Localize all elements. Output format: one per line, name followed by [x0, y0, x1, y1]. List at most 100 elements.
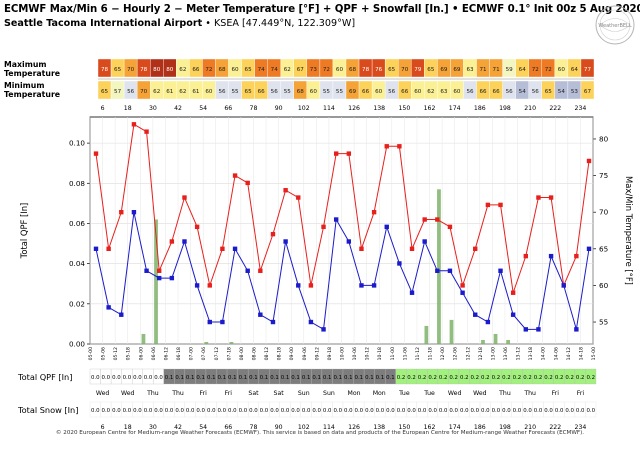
min-temp-point [561, 283, 566, 288]
top-hour-tick: 198 [499, 105, 511, 112]
max-temp-value: 60 [231, 67, 239, 73]
snow-total-value: 0.0 [239, 408, 248, 414]
bottom-hour-tick: 90 [275, 424, 283, 431]
min-temp-point [422, 239, 427, 244]
min-temp-point [232, 246, 238, 252]
max-temp-value: 59 [506, 67, 514, 73]
max-temp-value: 78 [140, 67, 148, 73]
min-temp-value: 66 [493, 89, 501, 95]
x-time-label: 15-00 [591, 347, 597, 360]
snow-total-value: 0.0 [323, 408, 332, 414]
x-time-label: 08-18 [277, 347, 283, 360]
x-time-label: 10-06 [352, 347, 358, 360]
qpf-total-value: 0.1 [312, 375, 321, 381]
day-label: Mon [348, 390, 361, 397]
min-temp-value: 60 [414, 89, 422, 95]
max-temp-point [435, 217, 440, 222]
max-temp-point [359, 246, 364, 252]
left-axis-label: 0.02 [69, 299, 85, 308]
max-temp-value: 65 [245, 67, 253, 73]
left-axis-label: 0.10 [69, 139, 85, 148]
qpf-total-value: 0.1 [355, 375, 364, 381]
qpf-total-value: 0.1 [333, 375, 342, 381]
snow-total-value: 0.0 [576, 408, 585, 414]
qpf-total-value: 0.1 [186, 375, 195, 381]
x-time-label: 07-06 [201, 347, 207, 360]
qpf-total-value: 0.2 [470, 375, 479, 381]
min-temp-value: 55 [231, 89, 239, 95]
right-axis-label: 75 [599, 171, 608, 180]
x-time-label: 05-12 [113, 347, 119, 360]
max-temp-point [283, 188, 288, 193]
min-temp-value: 65 [101, 89, 109, 95]
snow-total-value: 0.0 [386, 408, 395, 414]
right-axis-label: 70 [599, 208, 609, 217]
min-temp-point [321, 327, 326, 332]
snow-total-value: 0.0 [544, 408, 553, 414]
min-temp-value: 56 [218, 89, 226, 95]
x-time-label: 11-00 [390, 347, 396, 360]
snow-total-value: 0.0 [133, 408, 142, 414]
max-temp-point [144, 129, 149, 134]
qpf-total-value: 0.1 [207, 375, 216, 381]
max-temp-point [106, 246, 111, 252]
snow-total-value: 0.0 [312, 408, 321, 414]
qpf-bar [493, 333, 498, 344]
x-time-label: 13-12 [516, 347, 522, 360]
snow-total-value: 0.0 [186, 408, 195, 414]
bottom-hour-tick: 78 [250, 424, 258, 431]
x-time-label: 08-00 [239, 347, 245, 360]
bottom-hour-tick: 126 [348, 424, 360, 431]
x-time-label: 12-12 [465, 347, 471, 360]
max-temp-value: 80 [153, 67, 161, 73]
min-temp-point [207, 319, 212, 325]
day-label: Sat [248, 390, 259, 397]
x-time-label: 10-18 [377, 347, 383, 360]
min-temp-point [397, 261, 402, 266]
x-time-label: 12-18 [478, 347, 484, 360]
max-temp-point [574, 253, 579, 259]
x-time-label: 06-12 [163, 347, 169, 360]
max-temp-value: 74 [271, 67, 279, 73]
min-temp-value: 65 [545, 89, 553, 95]
bottom-hour-tick: 198 [499, 424, 511, 431]
qpf-total-value: 0.2 [439, 375, 448, 381]
top-hour-tick: 90 [275, 105, 283, 112]
snow-total-value: 0.0 [228, 408, 237, 414]
qpf-total-value: 0.1 [376, 375, 385, 381]
min-temp-value: 54 [519, 89, 527, 95]
max-temp-point [157, 268, 162, 273]
x-time-label: 14-00 [541, 347, 547, 360]
min-temp-value: 55 [284, 89, 292, 95]
max-temp-value: 79 [414, 67, 422, 73]
max-temp-line [95, 123, 590, 293]
max-temp-value: 77 [584, 67, 592, 73]
snow-total-value: 0.0 [355, 408, 364, 414]
qpf-total-value: 0.1 [228, 375, 237, 381]
min-temp-value: 69 [349, 89, 357, 95]
day-label: Thu [523, 390, 536, 397]
top-hour-tick: 18 [124, 105, 132, 112]
max-temp-value: 70 [401, 67, 409, 73]
min-temp-value: 62 [153, 89, 160, 95]
x-time-label: 05-06 [101, 347, 107, 360]
top-hour-tick: 210 [524, 105, 536, 112]
qpf-total-value: 0.1 [239, 375, 248, 381]
qpf-total-value: 0.2 [534, 375, 543, 381]
left-axis-label: 0.08 [69, 179, 85, 188]
min-temp-point [296, 283, 301, 288]
min-temp-value: 54 [558, 89, 566, 95]
qpf-total-cell [585, 368, 597, 385]
top-hour-tick: 222 [549, 105, 561, 112]
logo-text: WeatherBELL [598, 23, 631, 29]
qpf-row-label: Total QPF [In] [17, 372, 72, 382]
qpf-bar [437, 189, 441, 344]
day-label: Wed [448, 390, 462, 397]
bottom-hour-tick: 18 [124, 424, 132, 431]
x-time-label: 13-00 [490, 347, 496, 360]
snow-total-value: 0.0 [439, 408, 448, 414]
max-temp-value: 65 [427, 67, 435, 73]
max-temp-value: 80 [166, 67, 174, 73]
min-temp-point [270, 319, 276, 325]
snow-total-value: 0.0 [260, 408, 269, 414]
